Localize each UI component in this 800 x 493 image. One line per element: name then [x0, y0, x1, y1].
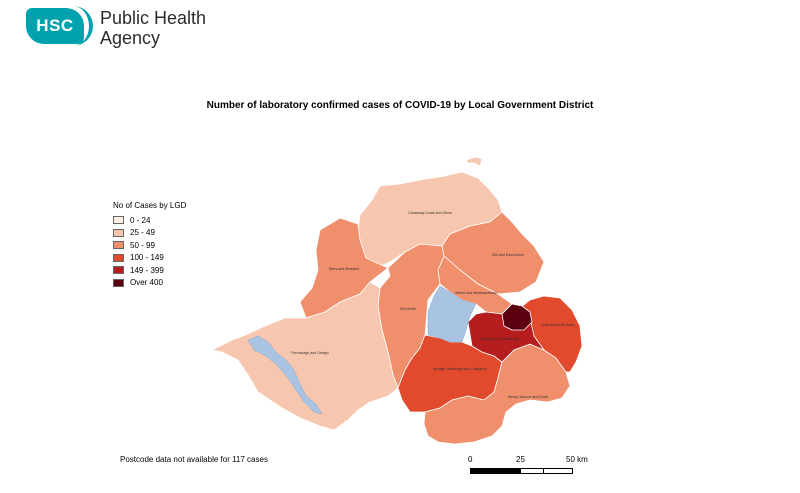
- legend-label: Over 400: [130, 278, 163, 288]
- legend-label: 0 - 24: [130, 215, 151, 225]
- map-legend: No of Cases by LGD 0 - 24 25 - 49 50 - 9…: [113, 201, 186, 289]
- lough-erne: [247, 335, 323, 415]
- legend-label: 100 - 149: [130, 253, 164, 263]
- label-mid-and-east-antrim: Mid and East Antrim: [492, 253, 523, 257]
- label-ards-and-north-down: Ards and North Down: [541, 323, 575, 327]
- postcode-footnote: Postcode data not available for 117 case…: [120, 455, 268, 464]
- region-fermanagh-and-omagh: [210, 281, 399, 431]
- label-armagh-banbridge-and-craigavon: Armagh, Banbridge and Craigavon: [433, 367, 487, 371]
- map-title: Number of laboratory confirmed cases of …: [206, 100, 594, 111]
- label-newry-mourne-and-down: Newry, Mourne and Down: [508, 395, 548, 399]
- legend-swatch: [113, 253, 124, 262]
- legend-swatch: [113, 228, 124, 237]
- label-lisburn-and-castlereagh: Lisburn and Castlereagh: [481, 337, 519, 341]
- label-antrim-and-newtownabbey: Antrim and Newtownabbey: [455, 291, 497, 295]
- rathlin-island: [465, 156, 483, 167]
- legend-label: 25 - 49: [130, 228, 155, 238]
- label-mid-ulster: Mid Ulster: [400, 307, 417, 311]
- legend-item: 25 - 49: [113, 227, 186, 240]
- scale-bar-graphic: [470, 468, 573, 474]
- legend-swatch: [113, 241, 124, 250]
- legend-item: 0 - 24: [113, 214, 186, 227]
- legend-title: No of Cases by LGD: [113, 201, 187, 210]
- legend-item: 50 - 99: [113, 239, 186, 252]
- label-fermanagh-and-omagh: Fermanagh and Omagh: [291, 351, 328, 355]
- legend-swatch: [113, 266, 124, 275]
- scale-label-25: 25: [516, 455, 525, 464]
- label-causeway-coast-and-glens: Causeway Coast and Glens: [408, 211, 452, 215]
- scale-label-50: 50 km: [566, 455, 588, 464]
- legend-swatch: [113, 278, 124, 287]
- legend-swatch: [113, 216, 124, 225]
- hsc-pha-logo: HSC Public Health Agency: [26, 6, 206, 48]
- organisation-name-line2: Agency: [100, 28, 161, 48]
- organisation-name-line1: Public Health: [100, 8, 207, 28]
- hsc-logo-text: HSC: [36, 16, 74, 35]
- legend-item: Over 400: [113, 277, 186, 290]
- label-derry-and-strabane: Derry and Strabane: [329, 267, 360, 271]
- logo-swoosh-icon: [69, 6, 93, 46]
- legend-label: 50 - 99: [130, 240, 155, 250]
- organisation-name: Public Health Agency: [100, 8, 206, 48]
- legend-item: 149 - 399: [113, 264, 186, 277]
- scale-bar: 0 25 50 km: [468, 455, 598, 480]
- legend-label: 149 - 399: [130, 265, 164, 275]
- region-belfast: [501, 303, 533, 331]
- legend-item: 100 - 149: [113, 252, 186, 265]
- hsc-logo-mark: HSC: [26, 6, 93, 46]
- lough-neagh: [427, 285, 477, 343]
- scale-label-0: 0: [468, 455, 473, 464]
